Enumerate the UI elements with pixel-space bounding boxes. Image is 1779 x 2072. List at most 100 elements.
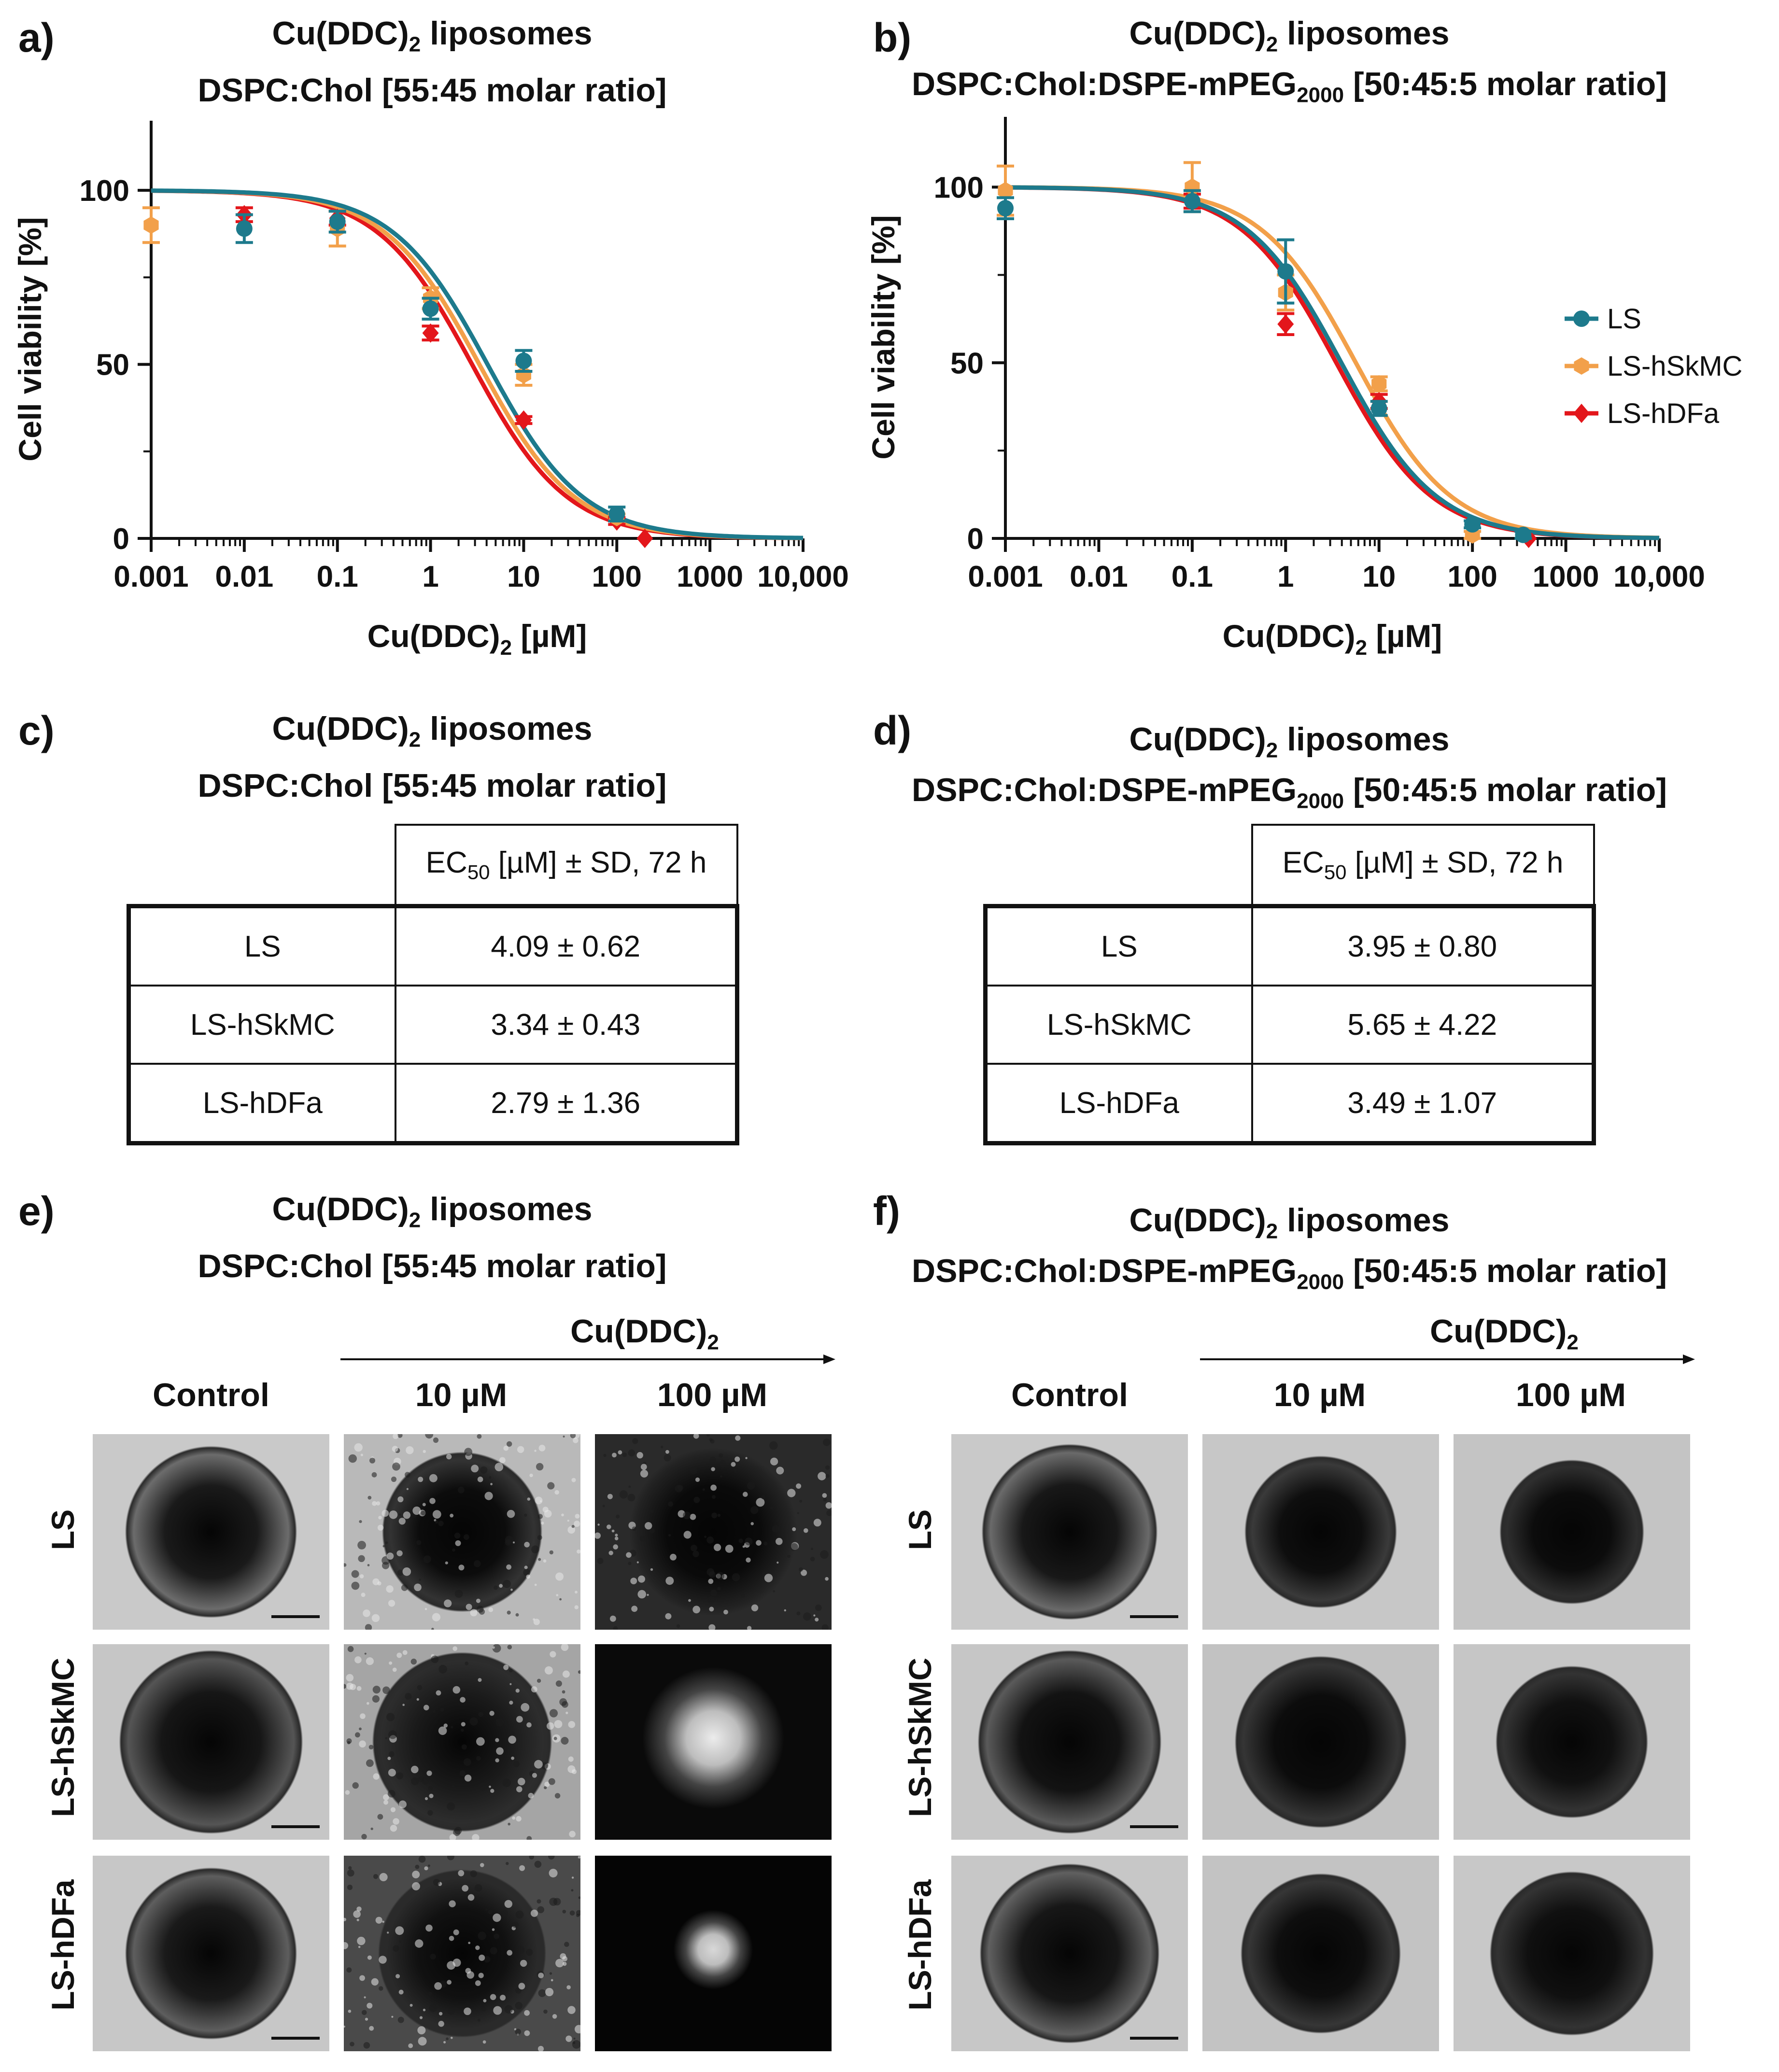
x-tick-label: 0.01 (1070, 560, 1128, 593)
scale-bar (271, 1825, 320, 1828)
row-name: LS-hDFa (127, 1063, 396, 1145)
x-tick-label: 100 (592, 560, 642, 593)
panel-f-title-line1: Cu(DDC)2 liposomes (1129, 1202, 1450, 1243)
x-axis-label: Cu(DDC)2 [µM] (1223, 618, 1442, 660)
x-tick-label: 0.01 (215, 560, 274, 593)
panel-c-label: c) (18, 708, 55, 753)
micrograph-lshdfa-100um (595, 1856, 832, 2051)
micrograph-ls-100um (595, 1434, 832, 1630)
chart-a: 0.001 0.01 0.1 1 10 100 1000 10,000050100Cu(DDC… (12, 121, 849, 660)
y-axis-label: Cell viability [%] (12, 217, 48, 461)
row-value: 3.34 ± 0.43 (394, 985, 739, 1065)
ec50-header: EC50 [µM] ± SD, 72 h (394, 824, 738, 907)
data-point-ls (608, 506, 625, 522)
x-tick-label: 1 (422, 560, 438, 593)
x-tick-label: 10 (1362, 560, 1396, 593)
concentration-arrow-f (1200, 1354, 1695, 1364)
panel-e-label: e) (18, 1188, 55, 1234)
fit-curve-ls-hdfa (1005, 185, 1660, 540)
panel-f-title-line2: DSPC:Chol:DSPE-mPEG2000 [50:45:5 molar r… (912, 1253, 1667, 1294)
panel-d-title-line1: Cu(DDC)2 liposomes (1129, 721, 1450, 762)
panel-d-label: d) (873, 708, 912, 753)
chart-b: 0.001 0.01 0.1 1 10 100 1000 10,000050100Cu(DDC… (869, 117, 1742, 660)
micrograph-lshdfa-control (93, 1856, 329, 2051)
x-tick-label: 0.1 (317, 560, 358, 593)
panel-b-title-line2: DSPC:Chol:DSPE-mPEG2000 [50:45:5 molar r… (912, 66, 1667, 107)
col-header-control-f: Control (1011, 1377, 1128, 1413)
col-header-100um-f: 100 µM (1515, 1377, 1626, 1413)
x-tick-label: 100 (1447, 560, 1497, 593)
x-tick-label: 1 (1277, 560, 1294, 593)
x-axis-label: Cu(DDC)2 [µM] (367, 618, 587, 660)
data-point-ls (329, 213, 346, 230)
row-value: 5.65 ± 4.22 (1251, 985, 1596, 1065)
legend-marker (1573, 404, 1590, 423)
row-name: LS-hSkMC (127, 985, 396, 1065)
speckle-texture (344, 1856, 580, 2051)
row-value: 2.79 ± 1.36 (394, 1063, 739, 1145)
data-point-ls (1184, 193, 1200, 210)
legend-label: LS (1607, 303, 1641, 335)
micrograph-lshskmc-100um (1454, 1644, 1690, 1840)
micrograph-ls-100um (1454, 1434, 1690, 1630)
micrograph-lshskmc-100um (595, 1644, 832, 1840)
speckle-texture (344, 1434, 580, 1630)
fit-curve-ls (1005, 185, 1660, 540)
row-value: 4.09 ± 0.62 (394, 904, 739, 987)
y-tick-label: 50 (96, 349, 129, 382)
scale-bar (1130, 2037, 1178, 2040)
legend-marker (1574, 357, 1589, 375)
arrow-label-f: Cu(DDC)2 (1430, 1313, 1579, 1354)
micrograph-ls-control (93, 1434, 329, 1630)
panel-c-title-line2: DSPC:Chol [55:45 molar ratio] (198, 767, 667, 804)
panel-e-title-line2: DSPC:Chol [55:45 molar ratio] (198, 1248, 667, 1284)
panel-a-title-line1: Cu(DDC)2 liposomes (272, 15, 593, 56)
legend-marker (1573, 310, 1590, 327)
x-tick-label: 1000 (1533, 560, 1599, 593)
row-name: LS-hSkMC (983, 985, 1253, 1065)
ec50-table-c: EC50 [µM] ± SD, 72 h LS 4.09 ± 0.62 LS-h… (127, 824, 739, 1145)
fit-curve-ls (151, 188, 804, 540)
micrograph-lshskmc-control (951, 1644, 1188, 1840)
data-point-ls-hskmc (143, 216, 159, 234)
scale-bar (271, 1615, 320, 1618)
legend-label: LS-hSkMC (1607, 351, 1742, 382)
micrograph-lshskmc-10um (1202, 1644, 1439, 1840)
y-tick-label: 0 (967, 522, 984, 556)
micrograph-lshdfa-10um (1202, 1856, 1439, 2051)
panel-a-label: a) (18, 15, 55, 60)
x-tick-label: 1000 (677, 560, 743, 593)
data-point-ls (1277, 263, 1294, 280)
data-point-ls-hskmc (1371, 375, 1387, 393)
data-point-ls-hskmc (998, 182, 1013, 199)
ec50-table-d: EC50 [µM] ± SD, 72 h LS 3.95 ± 0.80 LS-h… (983, 824, 1596, 1145)
speckle-texture (595, 1434, 832, 1630)
y-tick-label: 0 (113, 522, 129, 556)
x-tick-label: 10 (507, 560, 540, 593)
data-point-ls (1464, 516, 1481, 533)
micrograph-lshskmc-control (93, 1644, 329, 1840)
micrograph-lshdfa-10um (344, 1856, 580, 2051)
y-axis-label: Cell viability [%] (869, 215, 901, 459)
row-name: LS (127, 904, 396, 987)
micrograph-lshskmc-10um (344, 1644, 580, 1840)
ec50-header: EC50 [µM] ± SD, 72 h (1251, 824, 1595, 907)
row-value: 3.95 ± 0.80 (1251, 904, 1596, 987)
data-point-ls-hdfa (422, 323, 439, 343)
row-name: LS-hDFa (983, 1063, 1253, 1145)
y-tick-label: 100 (934, 171, 984, 205)
x-tick-label: 10,000 (757, 560, 849, 593)
data-point-ls-hdfa (636, 529, 653, 548)
col-header-10um-f: 10 µM (1273, 1377, 1366, 1413)
y-tick-label: 100 (80, 174, 129, 208)
row-label-lshdfa-f: LS-hDFa (902, 1879, 938, 2011)
panel-d-title-line2: DSPC:Chol:DSPE-mPEG2000 [50:45:5 molar r… (912, 772, 1667, 813)
x-tick-label: 0.001 (968, 560, 1043, 593)
fit-curve-ls-hskmc (1005, 185, 1659, 540)
x-tick-label: 0.001 (113, 560, 188, 593)
scale-bar (271, 2037, 320, 2040)
x-tick-label: 10,000 (1613, 560, 1705, 593)
x-tick-label: 0.1 (1172, 560, 1213, 593)
micrograph-ls-control (951, 1434, 1188, 1630)
y-tick-label: 50 (950, 347, 984, 380)
